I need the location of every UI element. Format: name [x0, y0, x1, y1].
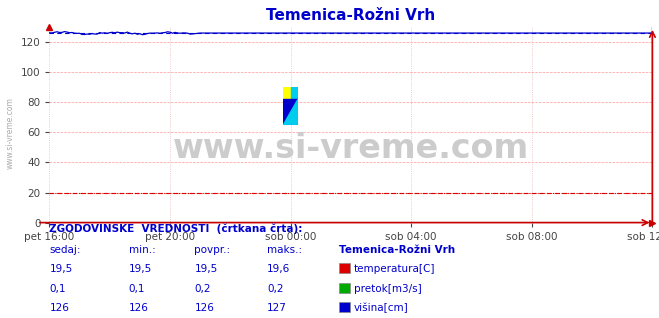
Text: 19,5: 19,5 — [194, 264, 217, 274]
Text: temperatura[C]: temperatura[C] — [354, 264, 436, 274]
Text: www.si-vreme.com: www.si-vreme.com — [5, 98, 14, 169]
Text: 19,6: 19,6 — [267, 264, 290, 274]
Text: 19,5: 19,5 — [129, 264, 152, 274]
Text: Temenica-Rožni Vrh: Temenica-Rožni Vrh — [339, 245, 455, 255]
Bar — [283, 87, 291, 99]
Polygon shape — [283, 99, 298, 125]
Text: 126: 126 — [129, 303, 148, 313]
Text: sedaj:: sedaj: — [49, 245, 81, 255]
Text: 0,1: 0,1 — [129, 284, 145, 294]
Text: ZGODOVINSKE  VREDNOSTI  (črtkana črta):: ZGODOVINSKE VREDNOSTI (črtkana črta): — [49, 224, 302, 234]
Text: 127: 127 — [267, 303, 287, 313]
Text: www.si-vreme.com: www.si-vreme.com — [173, 132, 529, 165]
Text: 126: 126 — [194, 303, 214, 313]
Text: 0,2: 0,2 — [267, 284, 283, 294]
Text: 0,1: 0,1 — [49, 284, 66, 294]
Bar — [291, 87, 298, 99]
Text: 126: 126 — [49, 303, 69, 313]
Text: 0,2: 0,2 — [194, 284, 211, 294]
Title: Temenica-Rožni Vrh: Temenica-Rožni Vrh — [266, 8, 436, 23]
Text: pretok[m3/s]: pretok[m3/s] — [354, 284, 422, 294]
Bar — [283, 99, 298, 125]
Text: min.:: min.: — [129, 245, 156, 255]
Text: maks.:: maks.: — [267, 245, 302, 255]
Text: 19,5: 19,5 — [49, 264, 72, 274]
Text: povpr.:: povpr.: — [194, 245, 231, 255]
Text: višina[cm]: višina[cm] — [354, 303, 409, 313]
